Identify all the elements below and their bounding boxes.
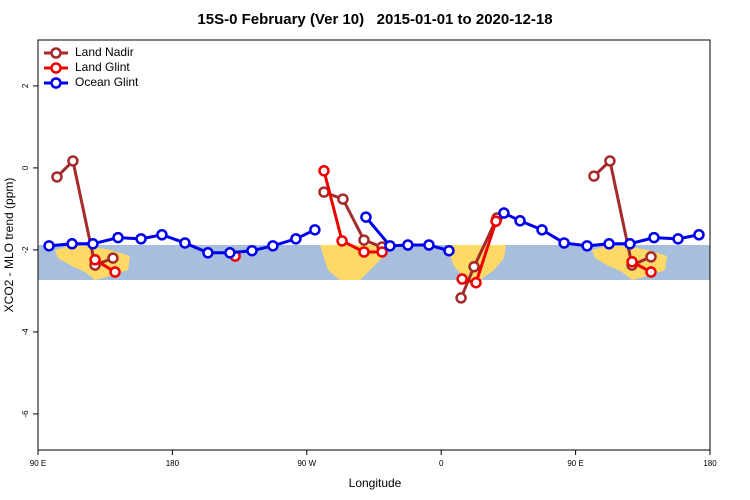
series-point: [648, 231, 660, 244]
series-line: [592, 158, 652, 268]
series-point: [109, 266, 121, 278]
series-point: [337, 193, 349, 205]
series-point: [456, 273, 468, 285]
legend-marker: [50, 47, 62, 59]
series-point: [336, 235, 348, 247]
legend-label: Ocean Glint: [75, 75, 139, 89]
series-point: [645, 266, 657, 278]
series-point: [693, 229, 705, 241]
series-point: [290, 233, 302, 245]
series-point: [246, 244, 258, 257]
series-point: [443, 244, 455, 257]
y-tick-label: 0: [21, 165, 30, 170]
legend-label: Land Glint: [75, 60, 130, 74]
plot-frame: [37, 39, 711, 451]
series-point: [536, 224, 548, 236]
series-point: [135, 233, 147, 245]
y-tick-label: 2: [21, 83, 30, 88]
series-line: [55, 157, 114, 268]
x-tick-label: 180: [166, 459, 180, 468]
series-point: [43, 240, 55, 252]
series-point: [89, 254, 101, 266]
series-point: [267, 240, 279, 252]
series-line: [503, 211, 700, 248]
x-tick-label: 0: [439, 459, 444, 468]
series-point: [470, 276, 482, 289]
legend-marker: [50, 77, 62, 89]
series-point: [179, 237, 191, 249]
series-point: [558, 237, 570, 249]
x-tick-label: 90 E: [567, 459, 583, 468]
y-axis-label: XCO2 - MLO trend (ppm): [2, 178, 16, 313]
x-axis-label: Longitude: [349, 476, 402, 490]
series-point: [626, 256, 638, 268]
series-point: [202, 247, 214, 259]
y-tick-label: -4: [21, 328, 30, 336]
y-tick-label: -2: [21, 246, 30, 254]
series-point: [514, 215, 526, 227]
series-point: [318, 165, 330, 177]
series-line: [322, 170, 383, 254]
series-point: [423, 239, 435, 251]
series-point: [455, 292, 467, 304]
map-background: [38, 245, 710, 280]
series-point: [67, 155, 79, 167]
series-point: [51, 171, 63, 183]
series-point: [87, 238, 99, 250]
x-tick-label: 90 E: [30, 459, 46, 468]
series-point: [604, 155, 616, 167]
series-point: [376, 246, 388, 258]
series-point: [107, 252, 119, 264]
series-point: [581, 240, 593, 252]
series-point: [588, 170, 600, 182]
series-point: [358, 234, 370, 246]
x-tick-label: 180: [703, 459, 717, 468]
series-point: [672, 233, 684, 245]
series-point: [402, 239, 414, 251]
chart-title: 15S-0 February (Ver 10) 2015-01-01 to 20…: [197, 11, 552, 28]
series-point: [358, 246, 370, 258]
series-point: [156, 229, 168, 241]
series-point: [309, 224, 321, 236]
series-point: [384, 240, 396, 252]
series-point: [468, 260, 480, 273]
series-point: [624, 238, 636, 250]
series-point: [66, 238, 78, 250]
x-tick-label: 90 W: [297, 459, 316, 468]
series-point: [498, 207, 510, 219]
y-tick-label: -6: [21, 410, 30, 418]
series-point: [645, 251, 657, 263]
legend-label: Land Nadir: [75, 45, 134, 59]
series-point: [603, 238, 615, 250]
series-point: [224, 247, 236, 259]
legend-marker: [50, 62, 62, 74]
series-point: [112, 231, 124, 244]
series-point: [490, 215, 502, 227]
series-point: [360, 211, 372, 223]
series-line: [323, 190, 383, 249]
